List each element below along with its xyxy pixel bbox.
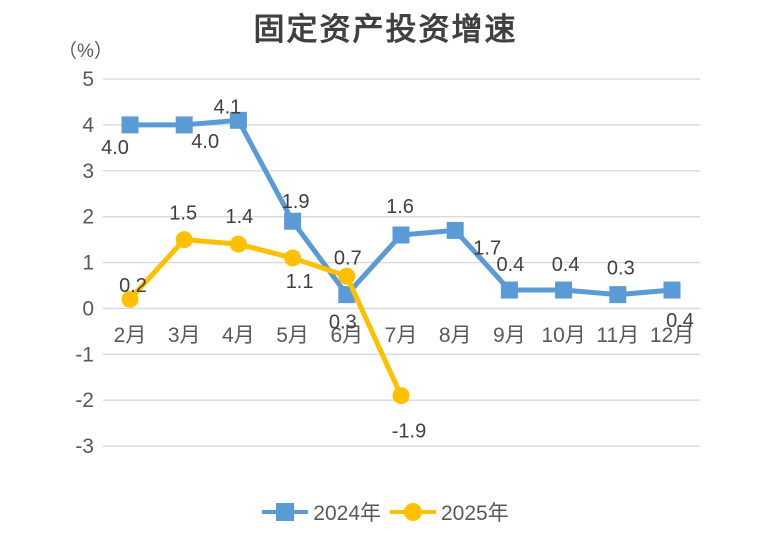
y-tick-label: -3 xyxy=(75,435,94,458)
series-marker-circle-icon xyxy=(338,267,356,285)
x-tick-label: 7月 xyxy=(385,324,418,347)
data-label: 0.3 xyxy=(329,312,357,334)
series-marker-circle-icon xyxy=(284,249,302,267)
series-marker-square-icon xyxy=(446,221,464,239)
series-marker-square-icon xyxy=(284,212,302,230)
x-tick-label: 11月 xyxy=(596,324,639,347)
y-axis-unit-label: （%） xyxy=(58,41,113,62)
y-tick-label: 1 xyxy=(82,252,94,275)
data-label: 1.5 xyxy=(169,203,197,225)
legend-item-2025: 2025年 xyxy=(390,497,509,527)
chart-title: 固定资产投资增速 xyxy=(253,12,518,47)
x-tick-label: 2月 xyxy=(114,324,147,347)
series-marker-square-icon xyxy=(609,286,627,304)
y-tick-label: -1 xyxy=(75,343,94,366)
y-tick-label: 0 xyxy=(82,297,94,320)
legend-2024-square-line-icon xyxy=(262,502,309,522)
series-marker-circle-icon xyxy=(392,387,410,405)
data-label: 4.0 xyxy=(101,137,129,159)
data-label: 0.4 xyxy=(666,310,694,332)
series-marker-square-icon xyxy=(229,111,247,129)
series-marker-circle-icon xyxy=(121,290,139,308)
y-tick-label: 5 xyxy=(82,68,94,91)
y-tick-label: 4 xyxy=(82,114,94,137)
data-label: -1.9 xyxy=(392,421,426,443)
data-label: 4.1 xyxy=(213,96,241,118)
data-label: 0.4 xyxy=(552,254,580,276)
series-marker-square-icon xyxy=(175,116,193,134)
legend: 2024年 2025年 xyxy=(0,497,771,527)
legend-square-marker-icon xyxy=(276,503,295,521)
legend-label-2024: 2024年 xyxy=(313,502,381,525)
x-tick-label: 4月 xyxy=(222,324,255,347)
legend-2025-circle-line-icon xyxy=(390,502,436,522)
data-label: 0.7 xyxy=(334,247,362,269)
data-label: 0.4 xyxy=(496,254,524,276)
series-marker-circle-icon xyxy=(229,235,247,253)
series-marker-square-icon xyxy=(392,226,410,244)
x-tick-label: 8月 xyxy=(439,324,472,347)
data-label: 1.9 xyxy=(282,191,310,213)
legend-label-2025: 2025年 xyxy=(441,502,509,525)
series-marker-square-icon xyxy=(663,281,681,299)
legend-item-2024: 2024年 xyxy=(262,497,381,527)
x-tick-label: 5月 xyxy=(276,324,309,347)
data-label: 1.1 xyxy=(286,271,314,293)
y-tick-label: 2 xyxy=(82,206,94,229)
y-tick-label: 3 xyxy=(82,160,94,183)
series-marker-circle-icon xyxy=(175,231,193,249)
series-marker-square-icon xyxy=(500,281,518,299)
x-tick-label: 10月 xyxy=(541,324,585,347)
x-tick-label: 3月 xyxy=(168,324,201,347)
legend-circle-marker-icon xyxy=(404,503,422,521)
data-label: 1.6 xyxy=(386,196,414,218)
y-tick-label: -2 xyxy=(75,389,94,412)
series-marker-square-icon xyxy=(555,281,573,299)
series-marker-square-icon xyxy=(121,116,139,134)
series-line-2025年 xyxy=(127,237,404,399)
data-label: 4.0 xyxy=(191,131,219,153)
x-tick-label: 6月 xyxy=(330,324,363,347)
data-label: 0.3 xyxy=(607,258,635,280)
x-tick-label: 9月 xyxy=(493,324,526,347)
data-label: 1.4 xyxy=(225,206,253,228)
data-label: 1.7 xyxy=(473,237,501,259)
data-label: 0.2 xyxy=(119,275,147,297)
x-tick-label: 12月 xyxy=(650,324,694,347)
